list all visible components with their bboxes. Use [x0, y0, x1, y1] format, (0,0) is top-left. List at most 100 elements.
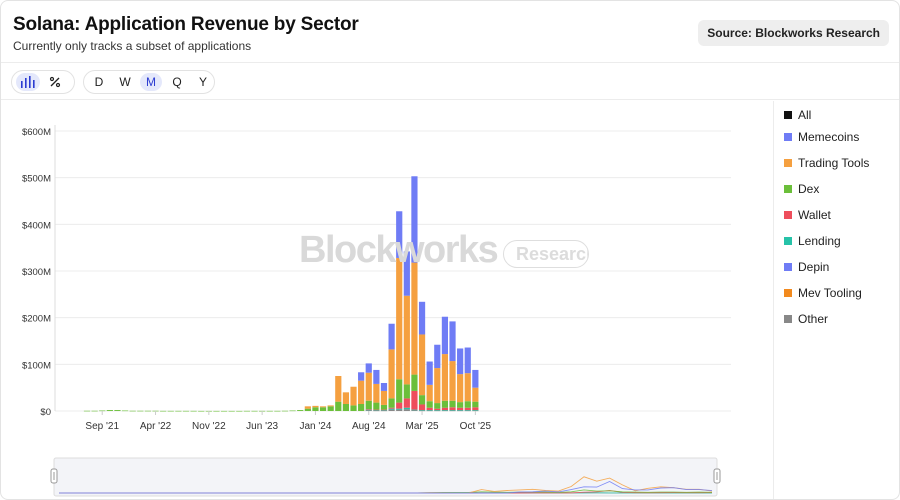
bar-segment	[418, 410, 426, 411]
bar-segment	[365, 410, 372, 411]
bar-segment	[342, 392, 350, 404]
legend-swatch	[784, 263, 792, 271]
chart-toolbar: D W M Q Y	[1, 64, 899, 100]
bar-segment	[83, 410, 91, 412]
bar-segment	[327, 406, 334, 411]
bar-segment	[449, 410, 456, 412]
bar-segment	[388, 408, 395, 410]
navigator-series-line	[59, 480, 713, 494]
y-tick-label: $500M	[22, 174, 51, 185]
bar-segment	[236, 410, 243, 412]
bar-segment	[388, 398, 395, 408]
bar-segment	[441, 400, 449, 408]
x-tick-label: Mar '25	[406, 421, 439, 432]
bar-segment	[464, 373, 471, 402]
bar-chart-icon[interactable]	[16, 73, 40, 91]
legend-label: Memecoins	[798, 130, 860, 144]
bar-segment	[426, 384, 433, 402]
bar-segment	[403, 251, 410, 296]
legend-item-all[interactable]: All	[784, 107, 811, 123]
legend-swatch	[784, 211, 792, 219]
bar-segment	[418, 395, 426, 405]
bar-segment	[198, 410, 205, 412]
interval-d-button[interactable]: D	[94, 75, 104, 89]
interval-q-button[interactable]: Q	[172, 75, 182, 89]
legend-label: All	[798, 108, 812, 122]
bar-segment	[396, 379, 403, 403]
legend-item-lending[interactable]: Lending	[784, 233, 841, 249]
bar-segment	[411, 410, 418, 411]
bar-segment	[358, 380, 365, 404]
watermark-pill: Research	[503, 240, 589, 268]
legend-item-depin[interactable]: Depin	[784, 259, 829, 275]
bar-segment	[464, 347, 471, 374]
interval-w-button[interactable]: W	[119, 75, 131, 89]
bar-segment	[373, 402, 380, 410]
legend-item-dex[interactable]: Dex	[784, 181, 819, 197]
legend-item-memecoins[interactable]: Memecoins	[784, 129, 859, 145]
bar-segment	[434, 344, 441, 369]
bar-segment	[175, 410, 182, 412]
legend-item-mev-tooling[interactable]: Mev Tooling	[784, 285, 862, 301]
legend-label: Mev Tooling	[798, 286, 862, 300]
range-navigator[interactable]	[1, 456, 773, 500]
bar-segment	[434, 410, 441, 411]
bar-segment	[396, 409, 403, 411]
x-tick-label: Nov '22	[192, 421, 226, 432]
bar-segment	[434, 408, 441, 411]
bar-segment	[243, 410, 251, 412]
bar-segment	[380, 410, 388, 412]
bar-segment	[99, 410, 106, 412]
bar-segment	[457, 374, 464, 403]
bar-segment	[441, 410, 449, 412]
legend-item-wallet[interactable]: Wallet	[784, 207, 831, 223]
y-tick-label: $100M	[22, 360, 51, 371]
bar-segment	[441, 316, 449, 355]
bar-segment	[319, 407, 327, 411]
bar-segment	[388, 323, 395, 350]
source-button[interactable]: Source: Blockworks Research	[698, 20, 889, 46]
bar-segment	[434, 368, 441, 404]
bar-segment	[426, 410, 433, 412]
bar-segment	[167, 410, 174, 412]
bar-segment	[266, 410, 273, 412]
bar-segment	[365, 400, 372, 410]
bar-segment	[91, 410, 98, 412]
bar-segment	[190, 410, 197, 412]
bar-segment	[464, 407, 471, 411]
bar-segment	[388, 407, 395, 409]
bar-segment	[396, 211, 403, 258]
bar-segment	[304, 408, 311, 411]
bar-segment	[289, 410, 296, 412]
legend-label: Lending	[798, 234, 841, 248]
legend-item-trading-tools[interactable]: Trading Tools	[784, 155, 869, 171]
chart-type-toggle	[11, 70, 75, 94]
bar-segment	[350, 405, 357, 411]
bar-segment	[335, 376, 342, 402]
bar-segment	[365, 409, 372, 410]
bar-segment	[418, 404, 426, 411]
y-tick-label: $300M	[22, 267, 51, 278]
bar-segment	[472, 407, 479, 411]
bar-segment	[426, 401, 433, 408]
interval-m-button[interactable]: M	[140, 73, 162, 91]
bar-segment	[137, 410, 144, 412]
legend-swatch	[784, 159, 792, 167]
watermark-logo: Blockworks	[299, 229, 499, 271]
bar-segment	[312, 407, 319, 411]
bar-segment	[335, 401, 342, 411]
chart-subtitle: Currently only tracks a subset of applic…	[13, 39, 252, 53]
navigator-mini-chart[interactable]	[1, 456, 773, 500]
interval-y-button[interactable]: Y	[198, 75, 207, 89]
percent-icon[interactable]	[44, 73, 66, 91]
bar-segment	[297, 410, 304, 411]
bar-segment	[441, 410, 449, 411]
bar-segment	[457, 410, 464, 411]
bar-segment	[457, 407, 464, 411]
legend-item-other[interactable]: Other	[784, 311, 828, 327]
legend-swatch	[784, 133, 792, 141]
bar-segment	[411, 390, 418, 410]
bar-segment	[114, 410, 121, 411]
bar-segment	[365, 409, 372, 411]
